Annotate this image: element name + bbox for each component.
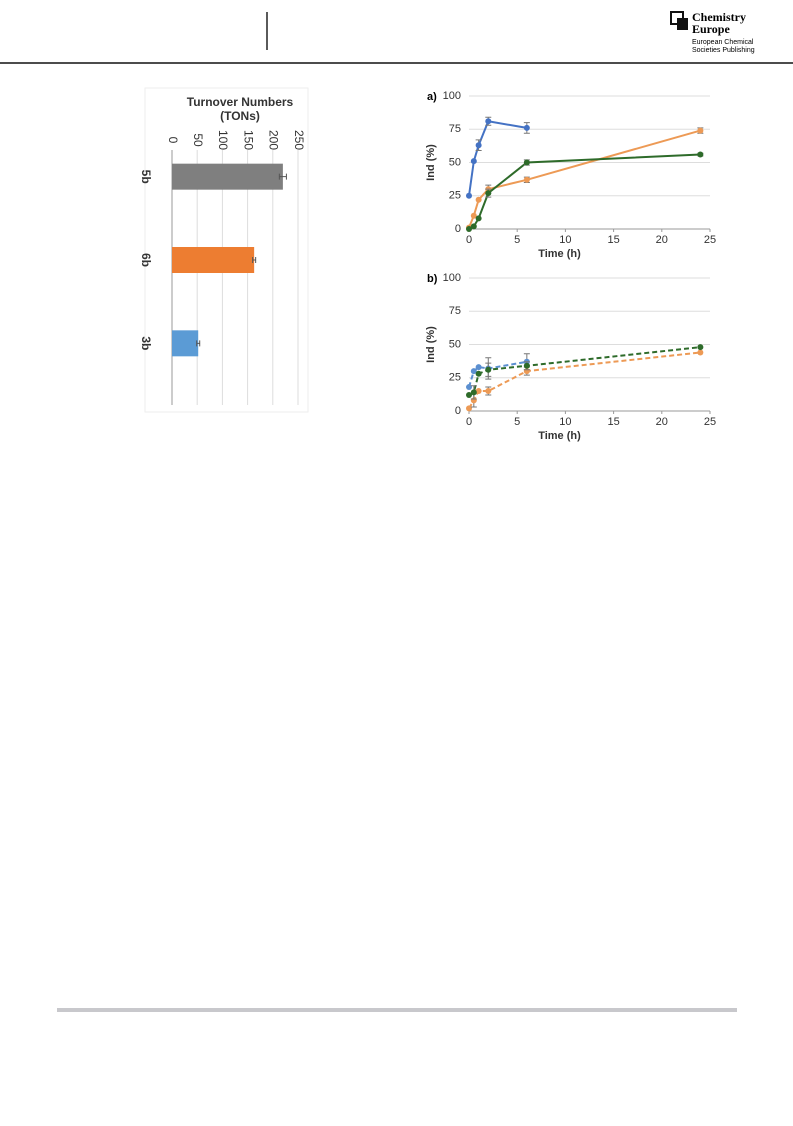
data-point: [466, 405, 472, 412]
data-point: [523, 176, 530, 183]
x-tick-label: 10: [559, 234, 571, 246]
series-line: [468, 129, 701, 229]
data-point: [475, 196, 482, 203]
brand: Europe: [692, 22, 730, 36]
x-tick-label: 200: [267, 130, 281, 150]
series-line: [468, 360, 528, 388]
footer-bar: [57, 1008, 737, 1012]
data-point: [466, 384, 472, 391]
x-tick-label: 15: [607, 416, 619, 428]
y-tick-label: 50: [449, 156, 461, 168]
logo-icon: [677, 18, 688, 30]
x-tick-label: 150: [241, 130, 255, 150]
x-axis-label: Time (h): [538, 248, 581, 260]
y-tick-label: 25: [449, 190, 461, 202]
y-tick-label: 50: [449, 338, 461, 350]
data-point: [470, 389, 477, 396]
y-tick-label: 25: [449, 372, 461, 384]
data-point: [697, 344, 704, 351]
data-point: [470, 158, 477, 165]
data-point: [523, 124, 530, 131]
error-bar: [252, 257, 257, 263]
data-point: [475, 370, 482, 377]
x-tick-label: 25: [704, 234, 716, 246]
x-tick-label: 10: [559, 416, 571, 428]
chart-subtitle: (TONs): [220, 109, 260, 123]
data-point: [697, 127, 704, 134]
data-point: [466, 192, 472, 199]
y-tick-label: 100: [443, 272, 461, 284]
data-point: [523, 159, 530, 166]
error-bar: [278, 173, 287, 180]
x-tick-label: 20: [656, 416, 668, 428]
data-point: [485, 388, 492, 395]
data-point: [485, 190, 492, 197]
data-point: [697, 151, 704, 158]
x-tick-label: 20: [656, 234, 668, 246]
series-line: [468, 346, 701, 396]
brand: Chemistry: [692, 10, 746, 24]
data-point: [475, 364, 482, 371]
data-point: [485, 366, 492, 373]
data-point: [523, 362, 530, 369]
bar: [172, 330, 199, 357]
category-label: 6b: [139, 253, 153, 267]
y-axis-label: Ind (%): [425, 144, 437, 181]
x-tick-label: 5: [514, 234, 520, 246]
x-tick-label: 50: [191, 133, 205, 147]
data-point: [466, 392, 472, 399]
x-tick-label: 0: [166, 137, 180, 144]
y-tick-label: 0: [455, 405, 461, 417]
data-point: [470, 212, 477, 219]
y-tick-label: 75: [449, 123, 461, 135]
x-tick-label: 0: [466, 234, 472, 246]
bar: [172, 247, 255, 273]
data-point: [475, 215, 482, 222]
data-point: [475, 142, 482, 149]
y-tick-label: 75: [449, 305, 461, 317]
panel-label: a): [427, 91, 437, 103]
data-point: [470, 368, 477, 375]
x-axis-label: Time (h): [538, 430, 581, 442]
x-tick-label: 25: [704, 416, 716, 428]
x-tick-label: 5: [514, 416, 520, 428]
data-point: [485, 118, 492, 125]
x-tick-label: 15: [607, 234, 619, 246]
series-line: [468, 351, 701, 409]
x-tick-label: 100: [216, 130, 230, 150]
publisher: European Chemical: [692, 39, 754, 46]
error-bar: [196, 340, 201, 347]
x-tick-label: 250: [292, 130, 306, 150]
y-axis-label: Ind (%): [425, 326, 437, 363]
y-tick-label: 0: [455, 223, 461, 235]
y-tick-label: 100: [443, 90, 461, 102]
data-point: [470, 223, 477, 230]
chart-title: Turnover Numbers: [187, 95, 294, 109]
series-line: [468, 153, 701, 230]
category-label: 5b: [139, 170, 153, 184]
x-tick-label: 0: [466, 416, 472, 428]
data-point: [697, 349, 704, 356]
data-point: [475, 388, 482, 395]
bar: [172, 163, 283, 190]
panel-label: b): [427, 273, 438, 285]
publisher: Societies Publishing: [692, 47, 755, 54]
chart-frame: [144, 87, 309, 413]
data-point: [466, 226, 472, 232]
category-label: 3b: [139, 336, 153, 350]
